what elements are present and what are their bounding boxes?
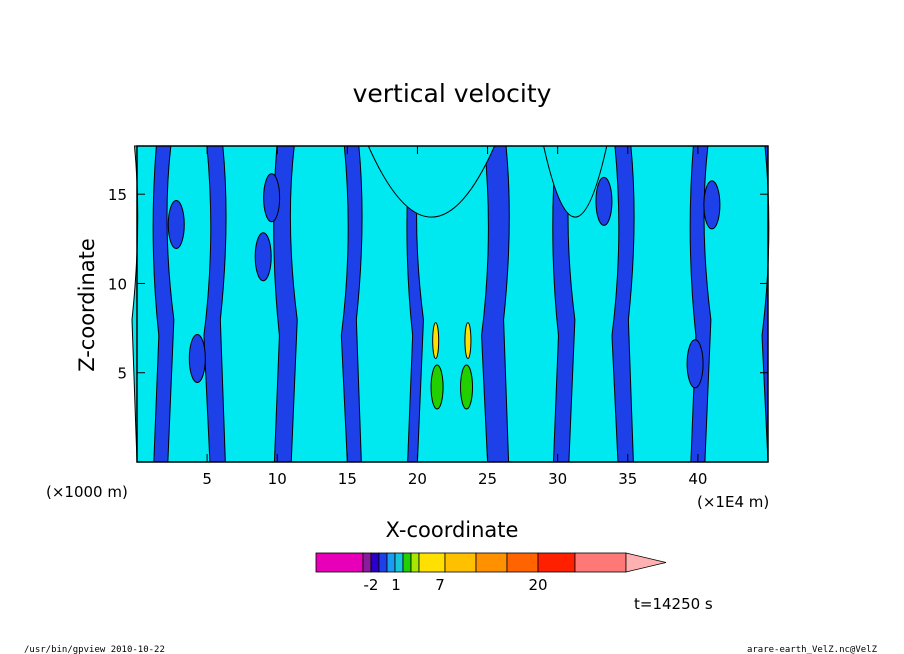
y-axis-ticks: 5 10 15 — [108, 186, 768, 383]
colorbar-swatch — [394, 552, 404, 573]
x-tick-label: 10 — [268, 470, 287, 488]
contour-band — [289, 145, 349, 463]
x-tick-label: 30 — [548, 470, 567, 488]
footer-left: /usr/bin/gpview 2010-10-22 — [24, 645, 165, 654]
x-tick-label: 5 — [202, 470, 212, 488]
contour-upper-region — [367, 145, 496, 218]
contour-band — [627, 145, 697, 463]
colorbar-swatch — [370, 552, 380, 573]
colorbar-swatch — [315, 552, 364, 573]
colorbar-swatch — [410, 552, 420, 573]
contour-lens — [254, 232, 272, 282]
plot-frame — [136, 145, 769, 463]
contour-lens — [188, 333, 206, 383]
x-tick-label: 15 — [338, 470, 357, 488]
x-tick-label: 40 — [688, 470, 707, 488]
colorbar-tick-label: -2 — [364, 576, 379, 594]
y-tick-label: 10 — [108, 275, 127, 293]
colorbar-extension — [625, 552, 667, 573]
colorbar-tick-label: 20 — [528, 576, 547, 594]
colorbar-tick-label: 1 — [391, 576, 401, 594]
colorbar-swatch — [574, 552, 627, 573]
colorbar-tick-label: 7 — [435, 576, 445, 594]
colorbar-swatch — [418, 552, 446, 573]
time-label: t=14250 s — [634, 595, 713, 613]
colorbar-swatch — [378, 552, 388, 573]
contour-upper-region — [543, 145, 608, 218]
x-scale-note: (×1E4 m) — [697, 493, 769, 511]
contour-yellow-core — [464, 322, 472, 360]
contour-lens — [167, 200, 185, 250]
colorbar — [315, 552, 667, 573]
colorbar-swatch — [386, 552, 396, 573]
contour-yellow-core — [432, 322, 440, 360]
x-axis-label: X-coordinate — [386, 518, 519, 542]
contour-green-core — [430, 364, 444, 410]
contour-band — [503, 145, 559, 463]
y-tick-label: 15 — [108, 186, 127, 204]
y-tick-label: 5 — [117, 365, 127, 383]
colorbar-swatch — [475, 552, 508, 573]
contour-plot-area — [131, 145, 770, 463]
x-tick-label: 35 — [618, 470, 637, 488]
contour-green-core — [460, 364, 474, 410]
colorbar-swatch — [506, 552, 539, 573]
colorbar-swatch — [444, 552, 477, 573]
contour-lens — [686, 339, 704, 389]
contour-lens — [263, 173, 281, 223]
colorbar-swatch — [537, 552, 576, 573]
z-scale-note: (×1000 m) — [46, 483, 128, 501]
contour-lens — [595, 176, 613, 226]
x-tick-label: 20 — [408, 470, 427, 488]
x-tick-label: 25 — [478, 470, 497, 488]
colorbar-swatch — [402, 552, 412, 573]
contour-lens — [703, 180, 721, 230]
footer-right: arare-earth_VelZ.nc@VelZ — [747, 645, 878, 654]
chart-title: vertical velocity — [353, 79, 552, 108]
colorbar-swatch — [362, 552, 372, 573]
y-axis-label: Z-coordinate — [75, 238, 99, 372]
contour-band — [166, 145, 212, 463]
colorbar-tick-labels: -2 1 7 20 — [364, 576, 548, 594]
x-axis-ticks: 5 10 15 20 25 30 35 40 — [202, 146, 707, 488]
